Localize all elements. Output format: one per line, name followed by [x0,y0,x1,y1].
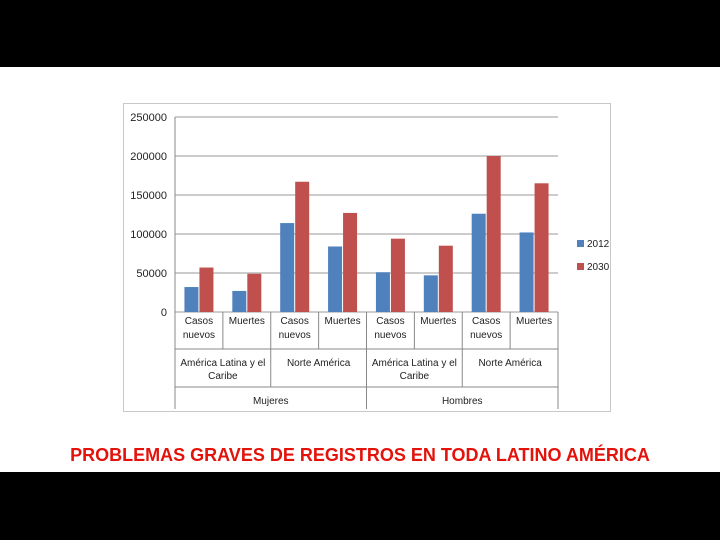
legend-label-2012: 2012 [587,239,610,250]
x-category-label: nuevos [279,330,311,341]
x-group-label: Hombres [442,396,483,407]
y-tick-label: 0 [161,307,167,319]
x-category-label: Casos [472,316,500,327]
chart-frame: 0 50000 100000 150000 200000 250000 Casos nuevo… [123,103,611,412]
x-region-label: Norte América [287,358,351,369]
x-category-label: Casos [376,316,404,327]
legend-label-2030: 2030 [587,262,610,273]
bar-2030 [390,238,405,312]
y-tick-label: 100000 [130,229,167,241]
bar-2012 [471,213,486,312]
x-category-label: Muertes [420,316,456,327]
x-region-label: Caribe [400,371,430,382]
bar-2030 [199,267,214,312]
y-tick-label: 200000 [130,151,167,163]
bar-2012 [423,275,438,312]
y-tick-label: 50000 [136,268,167,280]
x-category-label: Muertes [325,316,361,327]
bar-2012 [280,223,295,312]
bar-chart: 0 50000 100000 150000 200000 250000 Casos nuevo… [130,112,610,409]
bar-2012 [375,272,390,312]
x-region-label: América Latina y el [180,358,265,369]
bar-2030 [486,156,501,312]
x-category-label: nuevos [183,330,215,341]
x-category-label: Casos [281,316,309,327]
bar-2012 [328,246,343,312]
slide-caption: PROBLEMAS GRAVES DE REGISTROS EN TODA LA… [70,445,650,465]
y-tick-label: 150000 [130,190,167,202]
bar-2030 [295,181,310,312]
x-category-label: nuevos [374,330,406,341]
x-category-label: nuevos [470,330,502,341]
bar-2030 [534,183,549,312]
bar-2012 [519,232,534,312]
bar-2030 [438,245,453,312]
bar-2030 [247,273,262,312]
legend-swatch-2012 [577,240,584,247]
x-region-label: Caribe [208,371,238,382]
bar-2012 [232,290,247,312]
x-group-label: Mujeres [253,396,289,407]
x-category-label: Casos [185,316,213,327]
bar-2030 [343,212,358,312]
y-tick-label: 250000 [130,112,167,124]
x-category-label: Muertes [516,316,552,327]
legend-swatch-2030 [577,263,584,270]
x-category-label: Muertes [229,316,265,327]
bar-2012 [184,287,199,312]
x-region-label: América Latina y el [372,358,457,369]
x-region-label: Norte América [478,358,542,369]
